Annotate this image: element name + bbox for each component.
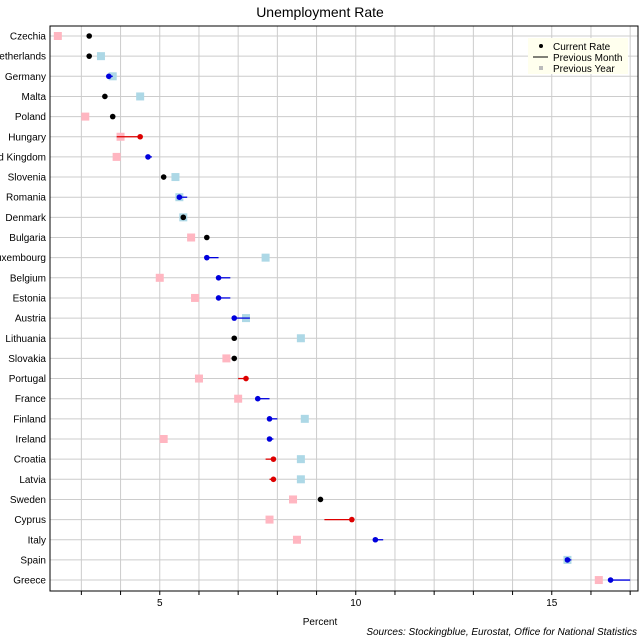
previous-year-marker [289, 495, 298, 504]
previous-year-marker [187, 233, 196, 242]
category-label: Sweden [10, 495, 46, 506]
legend-previous-year-marker [539, 66, 543, 70]
current-rate-point [372, 536, 379, 543]
category-label: United Kingdom [0, 152, 46, 163]
category-label: Slovakia [8, 354, 46, 365]
current-rate-point [270, 476, 277, 483]
category-label: Belgium [10, 273, 46, 284]
previous-year-marker [292, 535, 301, 544]
category-label: Lithuania [5, 334, 46, 345]
category-label: Greece [13, 576, 46, 587]
previous-year-marker [112, 152, 121, 161]
previous-year-marker [265, 515, 274, 524]
category-label: Germany [5, 72, 46, 83]
category-label: Croatia [14, 455, 47, 466]
category-label: Denmark [5, 213, 47, 224]
previous-year-marker [191, 293, 200, 302]
previous-year-marker [155, 273, 164, 282]
category-label: Slovenia [8, 173, 47, 184]
category-label: Finland [13, 414, 46, 425]
previous-year-marker [300, 414, 309, 423]
legend-current-marker [539, 44, 543, 48]
current-rate-point [160, 174, 167, 180]
current-rate-point [86, 33, 92, 39]
current-rate-point [231, 335, 238, 342]
category-label: Luxembourg [0, 253, 46, 264]
current-rate-point [317, 496, 324, 503]
previous-year-marker [81, 112, 90, 121]
previous-year-marker [296, 455, 305, 464]
previous-year-marker [222, 354, 231, 363]
previous-year-marker [136, 92, 145, 101]
x-axis-label: Percent [303, 617, 338, 628]
x-tick-label: 5 [157, 598, 163, 609]
previous-year-marker [594, 576, 603, 585]
category-label: Portugal [9, 374, 46, 385]
current-rate-point [349, 516, 355, 523]
category-label: Malta [22, 92, 47, 103]
x-axis-ticks: 5 10 15 [80, 591, 631, 609]
current-rate-point [109, 113, 116, 120]
category-label: Poland [15, 112, 46, 123]
current-rate-point [243, 375, 249, 382]
current-rate-point [254, 395, 261, 402]
current-rate-point [102, 93, 108, 100]
x-tick-label: 15 [546, 598, 558, 609]
category-label: Netherlands [0, 52, 46, 63]
plot-frame [49, 25, 639, 592]
category-label: Ireland [15, 435, 46, 446]
legend-previous-month-label: Previous Month [553, 53, 622, 64]
legend-previous-year-label: Previous Year [553, 64, 615, 75]
source-note: Sources: Stockingblue, Eurostat, Office … [366, 627, 637, 638]
current-rate-point [204, 254, 210, 261]
current-rate-point [215, 275, 222, 281]
current-rate-point [231, 355, 238, 362]
grid-lines [50, 26, 638, 591]
current-rate-point [270, 456, 277, 462]
category-label: Latvia [19, 475, 46, 486]
current-rate-point [266, 436, 273, 442]
category-label: Estonia [13, 293, 47, 304]
category-label: Austria [15, 314, 47, 325]
category-label: Czechia [10, 32, 47, 43]
category-label: Hungary [8, 132, 46, 143]
current-rate-point [106, 73, 112, 80]
current-rate-point [215, 295, 222, 301]
category-label: Spain [20, 555, 46, 566]
current-rate-point [86, 53, 92, 59]
previous-year-marker [296, 475, 305, 484]
current-rate-point [137, 133, 143, 140]
current-rate-point [176, 194, 183, 200]
current-rate-point [145, 154, 151, 160]
current-rate-point [180, 214, 187, 221]
previous-year-marker [96, 52, 105, 61]
previous-year-marker [234, 394, 243, 403]
x-tick-label: 10 [350, 598, 362, 609]
current-rate-point [607, 577, 614, 583]
previous-year-marker [53, 32, 62, 40]
category-label: Romania [6, 193, 46, 204]
category-label: Bulgaria [9, 233, 46, 244]
category-label: France [15, 394, 47, 405]
previous-year-marker [194, 374, 203, 383]
current-rate-points [86, 33, 614, 583]
previous-year-marker [261, 253, 270, 262]
chart-title: Unemployment Rate [256, 4, 384, 20]
previous-year-marker [159, 435, 168, 443]
current-rate-point [266, 416, 273, 422]
current-rate-point [564, 557, 571, 563]
legend-current-label: Current Rate [553, 42, 611, 53]
category-label: Italy [28, 535, 46, 546]
category-labels: Czechia Netherlands Germany Malta Poland Hung… [0, 32, 47, 587]
legend-box [528, 38, 628, 74]
current-rate-point [204, 234, 210, 241]
legend: Current Rate Previous Month Previous Yea… [528, 38, 628, 75]
previous-year-marker [296, 334, 305, 343]
category-label: Cyprus [14, 515, 46, 526]
current-rate-point [231, 315, 238, 321]
previous-year-marker [171, 173, 180, 182]
